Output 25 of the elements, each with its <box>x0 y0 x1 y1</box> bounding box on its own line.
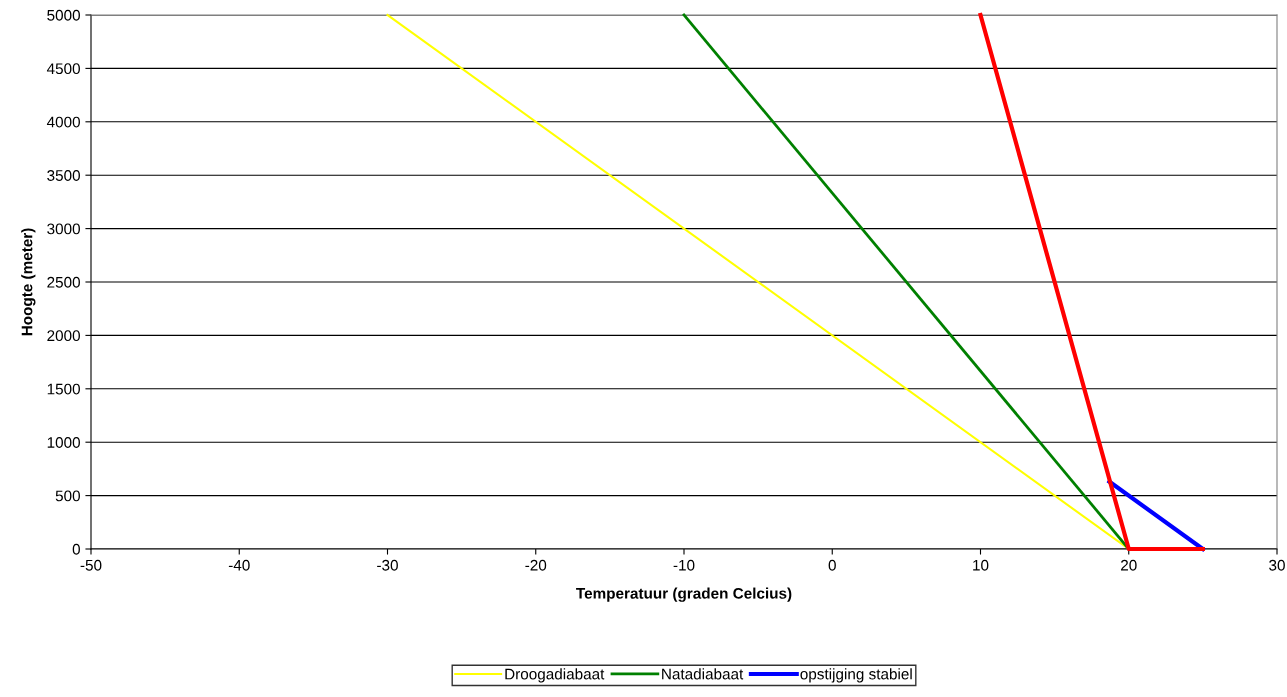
y-tick-label: 5000 <box>47 9 80 21</box>
y-tick-label: 1500 <box>47 383 80 395</box>
x-axis-title: Temperatuur (graden Celcius) <box>576 587 792 602</box>
y-tick-label: 500 <box>55 490 80 502</box>
x-tick-label: -30 <box>377 559 398 571</box>
y-tick-label: 4000 <box>46 116 80 128</box>
y-tick-label: 3000 <box>47 223 80 235</box>
legend-label: Natadiabaat <box>662 668 744 680</box>
x-tick-label: -10 <box>673 559 695 571</box>
x-tick-label: 20 <box>1121 559 1137 571</box>
legend-label: opstijging stabiel <box>800 668 912 683</box>
x-tick-label: 30 <box>1269 559 1285 571</box>
x-tick-label: 0 <box>828 559 836 571</box>
y-tick-label: 1000 <box>47 437 80 448</box>
x-tick-label: -40 <box>228 559 250 571</box>
y-tick-label: 3500 <box>47 170 80 181</box>
y-tick-label: 2000 <box>47 330 80 342</box>
x-tick-label: -20 <box>525 559 547 571</box>
legend-label: Droogadiabaat <box>505 668 605 683</box>
y-tick-label: 4500 <box>46 63 80 75</box>
x-tick-label: 10 <box>973 559 989 571</box>
y-tick-label: 2500 <box>47 276 80 288</box>
y-tick-label: 0 <box>72 543 80 555</box>
y-axis-title: Hoogte (meter) <box>21 228 36 336</box>
x-tick-label: -50 <box>80 559 102 571</box>
